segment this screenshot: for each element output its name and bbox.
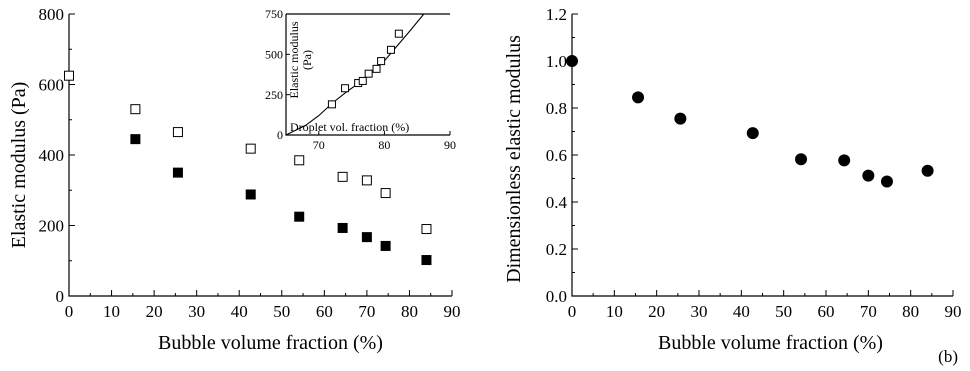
chart-b-point — [746, 127, 759, 140]
inset-y-axis-title-line: Elastic modulus — [287, 21, 301, 98]
chart-a-x-tick-label: 80 — [401, 302, 418, 321]
chart-b-x-tick-label: 40 — [733, 302, 750, 321]
chart-a-x-tick-label: 60 — [316, 302, 333, 321]
chart-dimensionless-modulus: 0 10 20 30 40 50 60 70 80 90 0.0 0.2 0.4 0.6 0.8 1.0 1.2… — [503, 5, 962, 354]
inset-x-tick-label: 70 — [313, 138, 325, 152]
inset-x-tick-label: 90 — [444, 138, 456, 152]
chart-a-point-series1 — [361, 175, 372, 186]
chart-b-x-tick-label: 30 — [691, 302, 708, 321]
chart-a-y-axis-title: Elastic modulus (Pa) — [8, 82, 30, 249]
chart-b-y-tick-label: 1.2 — [546, 5, 567, 24]
chart-b-point — [880, 175, 893, 188]
chart-a-point-series2 — [130, 134, 141, 145]
inset-x-axis-title: Droplet vol. fraction (%) — [290, 120, 409, 134]
chart-b-y-tick-label: 0.8 — [546, 99, 567, 118]
inset-y-tick-label: 500 — [265, 48, 283, 62]
inset-point — [341, 84, 350, 93]
chart-a-x-tick-label: 0 — [65, 302, 74, 321]
inset-y-tick-label: 250 — [265, 88, 283, 102]
chart-b-x-tick-label: 70 — [860, 302, 877, 321]
inset-y-tick-label: 0 — [277, 128, 283, 142]
chart-b-point — [921, 164, 934, 177]
chart-a-point-series2 — [172, 167, 183, 178]
chart-a-x-tick-label: 70 — [358, 302, 375, 321]
chart-a-y-tick-label: 400 — [39, 146, 65, 165]
inset-x-tick-label: 80 — [378, 138, 390, 152]
chart-a-x-tick-label: 10 — [103, 302, 120, 321]
chart-a-point-series1 — [245, 143, 256, 154]
chart-b-x-tick-label: 60 — [818, 302, 835, 321]
chart-b-point — [632, 91, 645, 104]
chart-b-y-tick-label: 0.4 — [546, 193, 568, 212]
inset-point — [358, 76, 367, 85]
chart-b-x-tick-label: 20 — [648, 302, 665, 321]
inset-point — [394, 29, 403, 38]
chart-b-point — [862, 169, 875, 182]
chart-a-point-series2 — [421, 255, 432, 266]
chart-a-x-axis-title: Bubble volume fraction (%) — [158, 332, 383, 354]
chart-a-y-tick-label: 600 — [39, 75, 65, 94]
chart-b-point — [674, 112, 687, 125]
inset-point — [327, 100, 336, 109]
chart-a-point-series1 — [130, 104, 141, 115]
chart-a-x-tick-label: 40 — [231, 302, 248, 321]
inset-y-axis-title-line: (Pa) — [300, 50, 314, 70]
chart-a-point-series1 — [337, 171, 348, 182]
chart-a-x-tick-label: 30 — [188, 302, 205, 321]
chart-a-axes — [68, 14, 452, 297]
inset-point — [377, 57, 386, 66]
inset-chart-droplet: 70 80 90 0 250 500 750 Droplet vol. fraction (%… — [265, 7, 456, 152]
chart-a-point-series1 — [380, 188, 391, 199]
chart-b-x-tick-label: 80 — [902, 302, 919, 321]
chart-a-point-series2 — [337, 222, 348, 233]
chart-a-point-series2 — [245, 189, 256, 200]
chart-b-x-tick-label: 50 — [775, 302, 792, 321]
chart-b-axes — [571, 14, 953, 297]
inset-point — [372, 64, 381, 73]
chart-b-x-tick-label: 10 — [606, 302, 623, 321]
panel-label-b: (b) — [938, 347, 958, 366]
inset-y-tick-label: 750 — [265, 7, 283, 21]
chart-a-point-series2 — [380, 240, 391, 251]
inset-point — [386, 45, 395, 54]
chart-b-point — [838, 154, 851, 167]
chart-a-point-series1 — [294, 155, 305, 166]
chart-b-y-tick-label: 0.0 — [546, 287, 567, 306]
chart-b-x-axis-title: Bubble volume fraction (%) — [658, 332, 883, 354]
chart-a-y-tick-label: 800 — [39, 5, 65, 24]
chart-b-y-tick-label: 1.0 — [546, 52, 567, 71]
chart-b-y-tick-label: 0.2 — [546, 240, 567, 259]
chart-a-y-tick-label: 0 — [56, 287, 65, 306]
chart-b-x-tick-label: 0 — [568, 302, 577, 321]
chart-a-x-tick-label: 20 — [146, 302, 163, 321]
chart-b-y-tick-label: 0.6 — [546, 146, 567, 165]
chart-a-point-series1 — [421, 224, 432, 235]
chart-a-point-series1 — [172, 127, 183, 138]
chart-a-x-tick-label: 50 — [273, 302, 290, 321]
chart-a-y-tick-label: 200 — [39, 216, 65, 235]
chart-a-point-series2 — [294, 211, 305, 222]
chart-b-point — [795, 153, 808, 166]
chart-b-x-tick-label: 90 — [945, 302, 962, 321]
inset-fit-line — [285, 13, 425, 136]
chart-b-y-axis-title: Dimensionless elastic modulus — [503, 35, 525, 283]
chart-a-x-tick-label: 90 — [444, 302, 461, 321]
inset-point — [364, 69, 373, 78]
chart-a-point-series1 — [64, 70, 74, 81]
chart-a-point-series2 — [361, 232, 372, 243]
chart-b-point — [566, 55, 578, 67]
